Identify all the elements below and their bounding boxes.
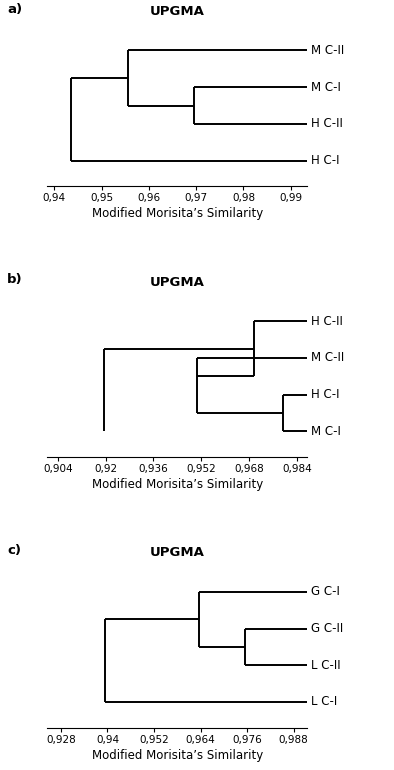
Text: c): c) [7, 544, 21, 557]
Text: H C-I: H C-I [311, 154, 340, 167]
X-axis label: Modified Morisita’s Similarity: Modified Morisita’s Similarity [92, 748, 263, 762]
Text: H C-I: H C-I [311, 388, 340, 401]
Title: UPGMA: UPGMA [150, 276, 205, 289]
Text: M C-II: M C-II [311, 44, 344, 57]
Title: UPGMA: UPGMA [150, 547, 205, 560]
Title: UPGMA: UPGMA [150, 5, 205, 18]
Text: G C-II: G C-II [311, 622, 344, 635]
Text: G C-I: G C-I [311, 585, 340, 598]
Text: M C-I: M C-I [311, 425, 341, 438]
Text: H C-II: H C-II [311, 117, 343, 130]
X-axis label: Modified Morisita’s Similarity: Modified Morisita’s Similarity [92, 478, 263, 491]
Text: L C-I: L C-I [311, 695, 338, 708]
Text: L C-II: L C-II [311, 658, 341, 671]
Text: M C-II: M C-II [311, 351, 344, 364]
Text: a): a) [7, 2, 22, 15]
Text: H C-II: H C-II [311, 315, 343, 327]
Text: b): b) [7, 273, 22, 286]
Text: M C-I: M C-I [311, 81, 341, 94]
X-axis label: Modified Morisita’s Similarity: Modified Morisita’s Similarity [92, 207, 263, 220]
